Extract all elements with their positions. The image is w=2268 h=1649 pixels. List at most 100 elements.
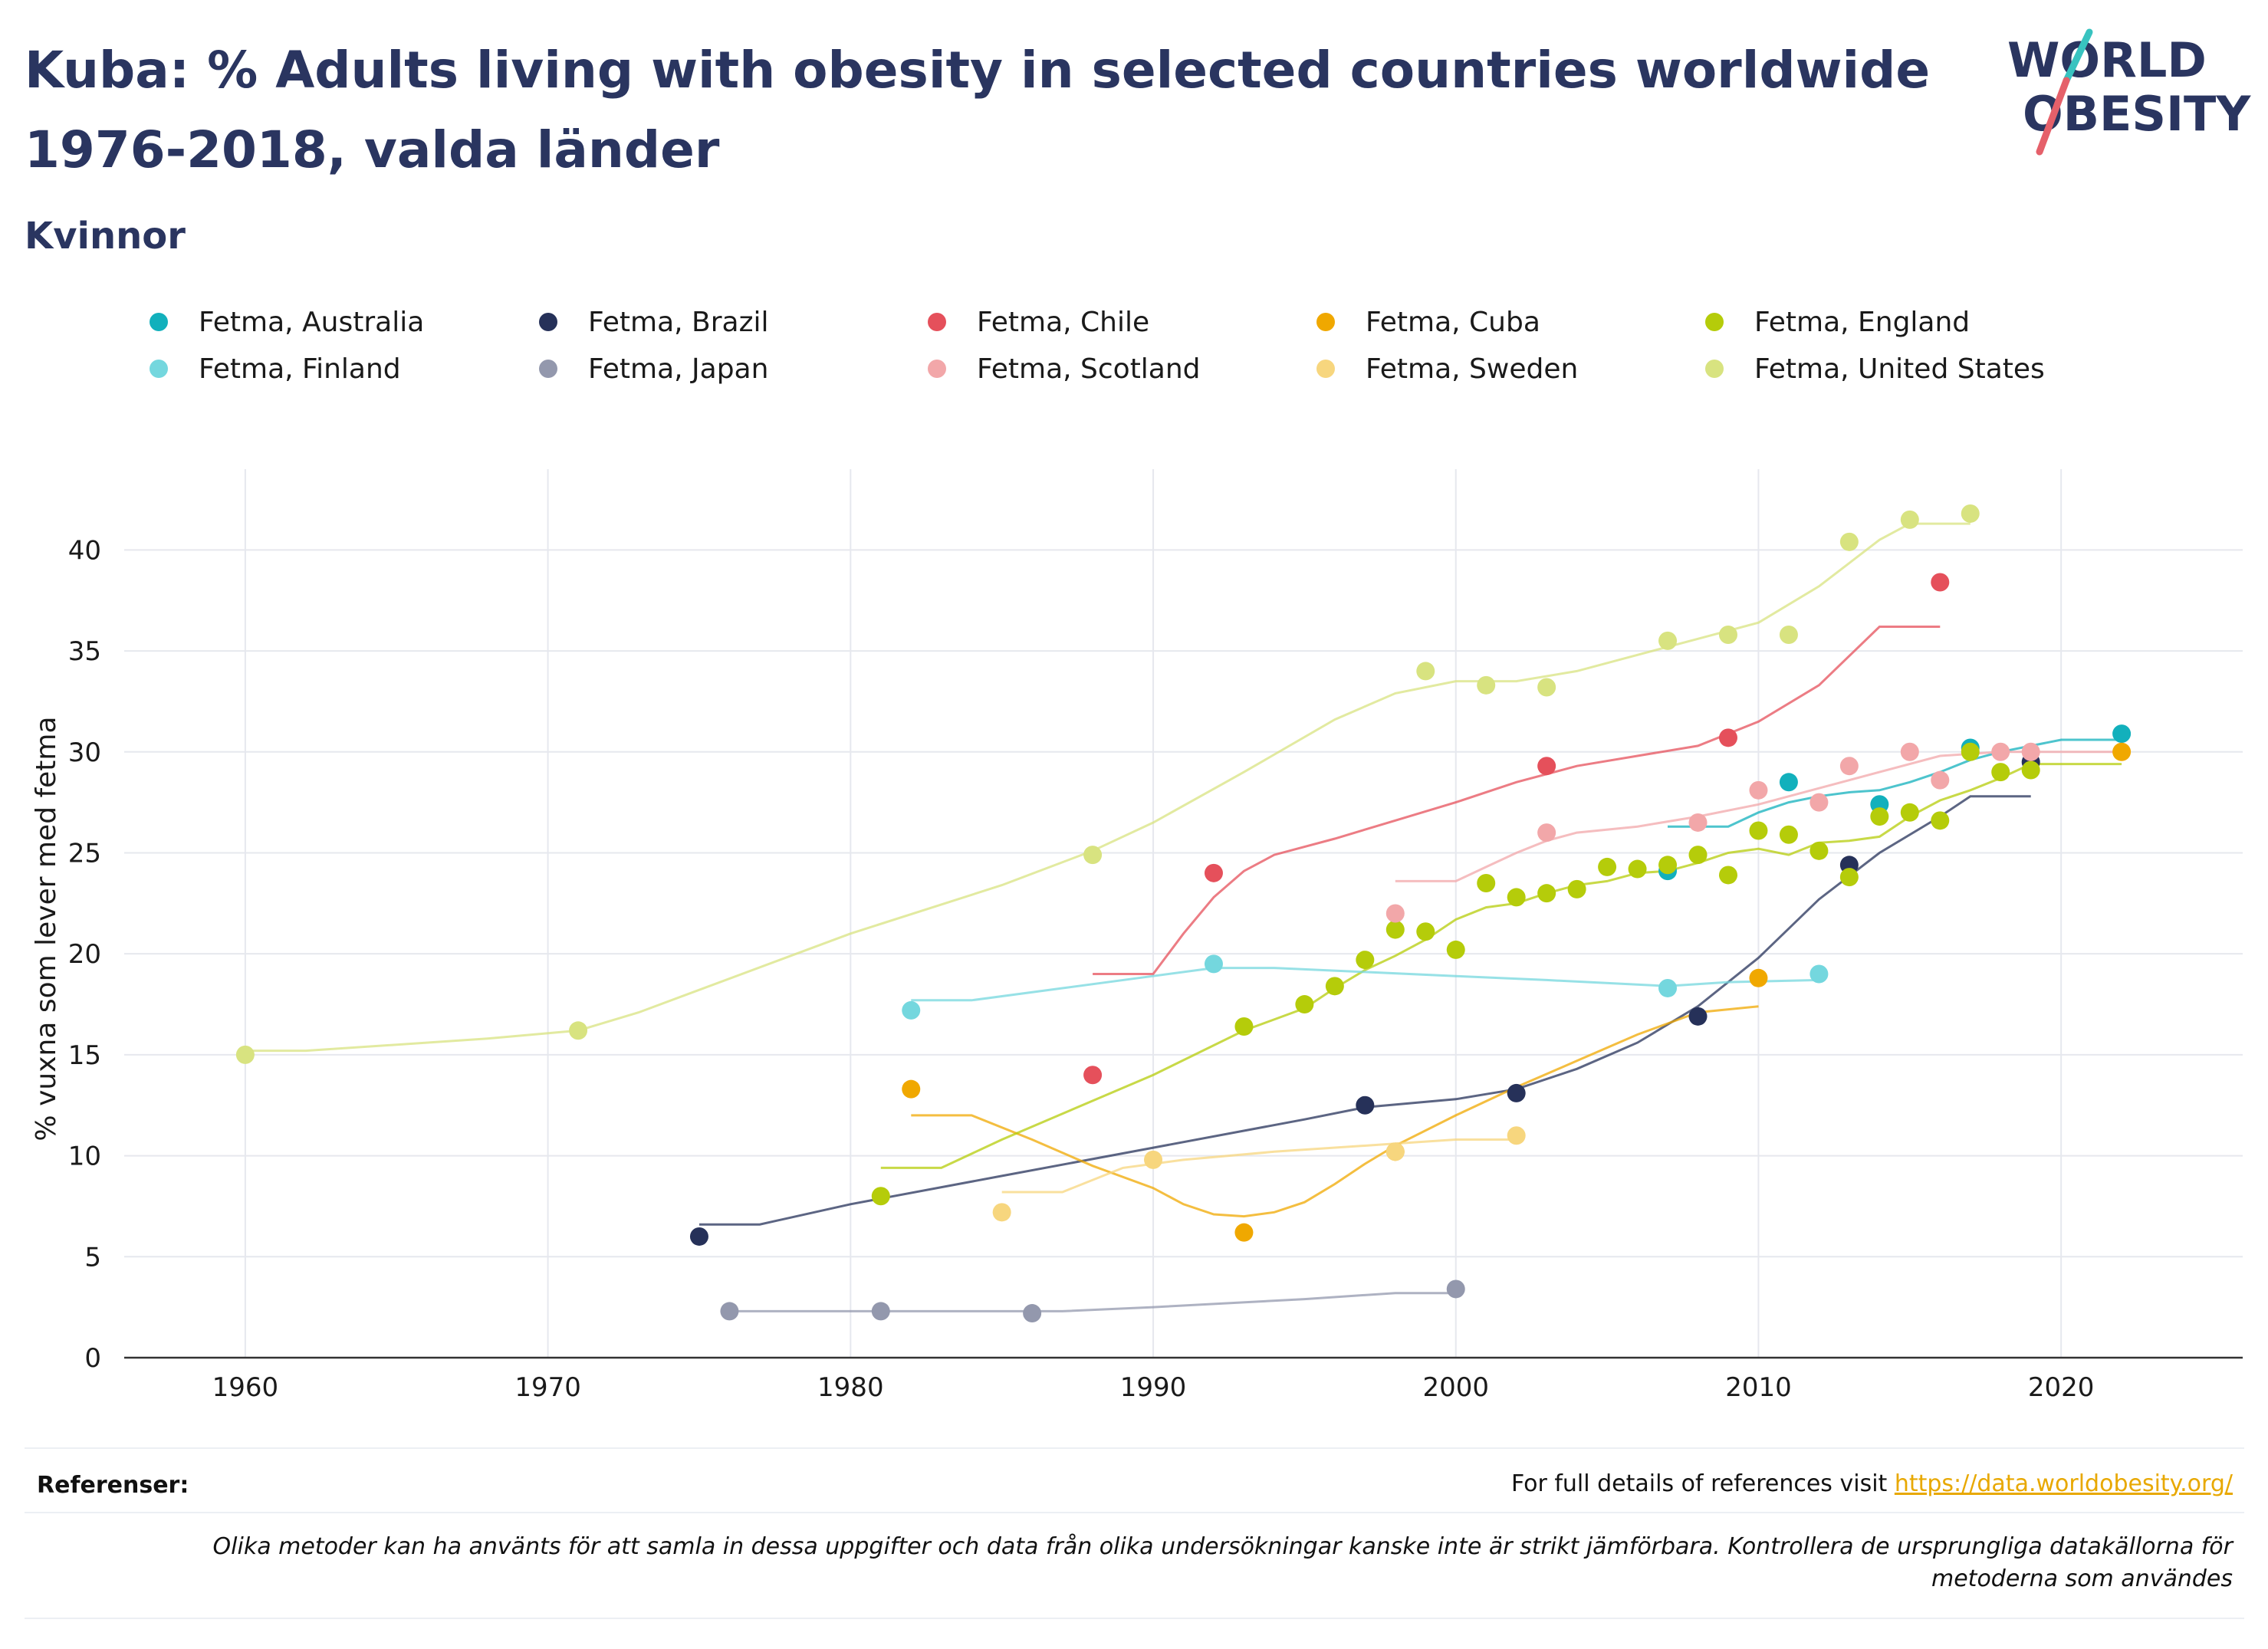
data-point-scotland: [1749, 780, 1768, 800]
data-point-england: [1931, 811, 1950, 830]
world-obesity-logo: WORLD OBESITY: [2007, 28, 2251, 156]
legend-label: Fetma, Brazil: [588, 306, 769, 338]
legend-marker: [1705, 313, 1724, 331]
trend-line-chile: [1093, 626, 1941, 975]
data-point-scotland: [1991, 742, 2010, 761]
data-point-england: [1718, 866, 1737, 885]
data-point-england: [1809, 841, 1829, 860]
legend-item-japan[interactable]: Fetma, Japan: [539, 350, 768, 388]
data-point-japan: [1023, 1304, 1042, 1323]
legend-item-australia[interactable]: Fetma, Australia: [150, 303, 424, 341]
legend-label: Fetma, Japan: [588, 353, 769, 385]
trend-line-scotland: [1395, 751, 2122, 882]
data-point-finland: [902, 1000, 921, 1020]
data-point-chile: [1083, 1066, 1103, 1085]
trend-line-australia: [1668, 738, 2122, 828]
trend-line-finland: [911, 967, 1819, 1002]
footer-divider-middle: [25, 1512, 2244, 1513]
legend-item-brazil[interactable]: Fetma, Brazil: [539, 303, 768, 341]
y-tick-label: 20: [68, 939, 101, 970]
data-point-england: [1961, 742, 1980, 761]
legend-label: Fetma, Australia: [199, 306, 425, 338]
data-point-chile: [1537, 757, 1556, 776]
logo-text-world: WORLD: [2007, 32, 2207, 88]
data-point-australia: [2112, 724, 2132, 744]
data-point-scotland: [1385, 904, 1405, 923]
data-point-cuba: [1749, 968, 1768, 987]
data-point-united-states: [235, 1045, 255, 1064]
data-point-cuba: [902, 1079, 921, 1099]
legend-item-scotland[interactable]: Fetma, Scotland: [928, 350, 1201, 388]
chart-legend: Fetma, Australia Fetma, Brazil Fetma, Chil…: [150, 303, 2220, 410]
chart-subtitle: Kvinnor: [25, 215, 186, 258]
data-point-scotland: [1931, 770, 1950, 790]
legend-marker: [539, 360, 557, 378]
legend-item-cuba[interactable]: Fetma, Cuba: [1316, 303, 1540, 341]
legend-label: Fetma, Finland: [199, 353, 401, 385]
y-tick-label: 10: [68, 1141, 101, 1172]
data-point-united-states: [1477, 675, 1496, 695]
y-tick-label: 15: [68, 1040, 101, 1071]
x-tick-label: 1970: [514, 1372, 581, 1403]
references-link[interactable]: https://data.worldobesity.org/: [1894, 1470, 2233, 1497]
y-tick-label: 35: [68, 636, 101, 667]
data-point-finland: [1809, 964, 1829, 984]
legend-item-united-states[interactable]: Fetma, United States: [1705, 350, 2045, 388]
chart-plot: 0 5 10 15 20 25 30 35 40 1960 1970 1980 1990 2000 2010…: [31, 469, 2243, 1403]
data-point-england: [1507, 888, 1526, 907]
data-point-scotland: [2021, 742, 2040, 761]
x-tick-label: 2010: [1725, 1372, 1792, 1403]
legend-item-finland[interactable]: Fetma, Finland: [150, 350, 401, 388]
x-tick-label: 2020: [2028, 1372, 2095, 1403]
data-point-united-states: [1416, 662, 1435, 681]
data-point-united-states: [1961, 504, 1980, 523]
data-point-england: [1325, 977, 1344, 996]
data-point-england: [1295, 995, 1314, 1014]
trend-line-cuba: [911, 1005, 1759, 1218]
y-tick-label: 0: [84, 1343, 101, 1374]
data-point-united-states: [1839, 532, 1859, 551]
legend-marker: [928, 360, 946, 378]
x-tick-label: 1990: [1120, 1372, 1187, 1403]
data-point-brazil: [689, 1227, 708, 1246]
legend-item-chile[interactable]: Fetma, Chile: [928, 303, 1149, 341]
legend-marker: [928, 313, 946, 331]
legend-label: Fetma, Sweden: [1366, 353, 1579, 385]
legend-marker: [539, 313, 557, 331]
data-point-england: [1446, 940, 1465, 959]
data-point-cuba: [1234, 1223, 1254, 1242]
data-point-england: [1749, 821, 1768, 840]
legend-marker: [1316, 360, 1335, 378]
data-point-chile: [1204, 863, 1223, 882]
data-point-england: [1839, 868, 1859, 887]
trend-line-brazil: [699, 795, 2031, 1226]
legend-marker: [1316, 313, 1335, 331]
data-point-united-states: [1658, 631, 1678, 650]
data-point-scotland: [1839, 757, 1859, 776]
legend-item-england[interactable]: Fetma, England: [1705, 303, 1970, 341]
data-point-finland: [1204, 954, 1223, 974]
data-point-australia: [1779, 773, 1798, 792]
data-point-england: [1356, 951, 1375, 970]
data-point-scotland: [1900, 742, 1919, 761]
legend-marker: [1705, 360, 1724, 378]
legend-label: Fetma, Chile: [977, 306, 1150, 338]
trend-line-united-states: [245, 522, 1971, 1053]
data-point-japan: [720, 1302, 739, 1321]
data-point-brazil: [1356, 1096, 1375, 1115]
y-tick-label: 5: [84, 1242, 101, 1273]
data-point-united-states: [1083, 846, 1103, 865]
data-point-england: [1385, 920, 1405, 939]
data-point-england: [1567, 879, 1586, 898]
data-point-england: [1991, 763, 2010, 782]
data-point-chile: [1718, 728, 1737, 747]
y-axis-title: % vuxna som lever med fetma: [31, 716, 62, 1141]
x-tick-label: 1960: [212, 1372, 279, 1403]
legend-marker: [150, 313, 168, 331]
data-point-sweden: [992, 1203, 1011, 1222]
data-point-scotland: [1809, 793, 1829, 812]
legend-item-sweden[interactable]: Fetma, Sweden: [1316, 350, 1578, 388]
trend-line-japan: [729, 1292, 1456, 1312]
data-point-sweden: [1385, 1142, 1405, 1161]
data-point-england: [1658, 856, 1678, 875]
